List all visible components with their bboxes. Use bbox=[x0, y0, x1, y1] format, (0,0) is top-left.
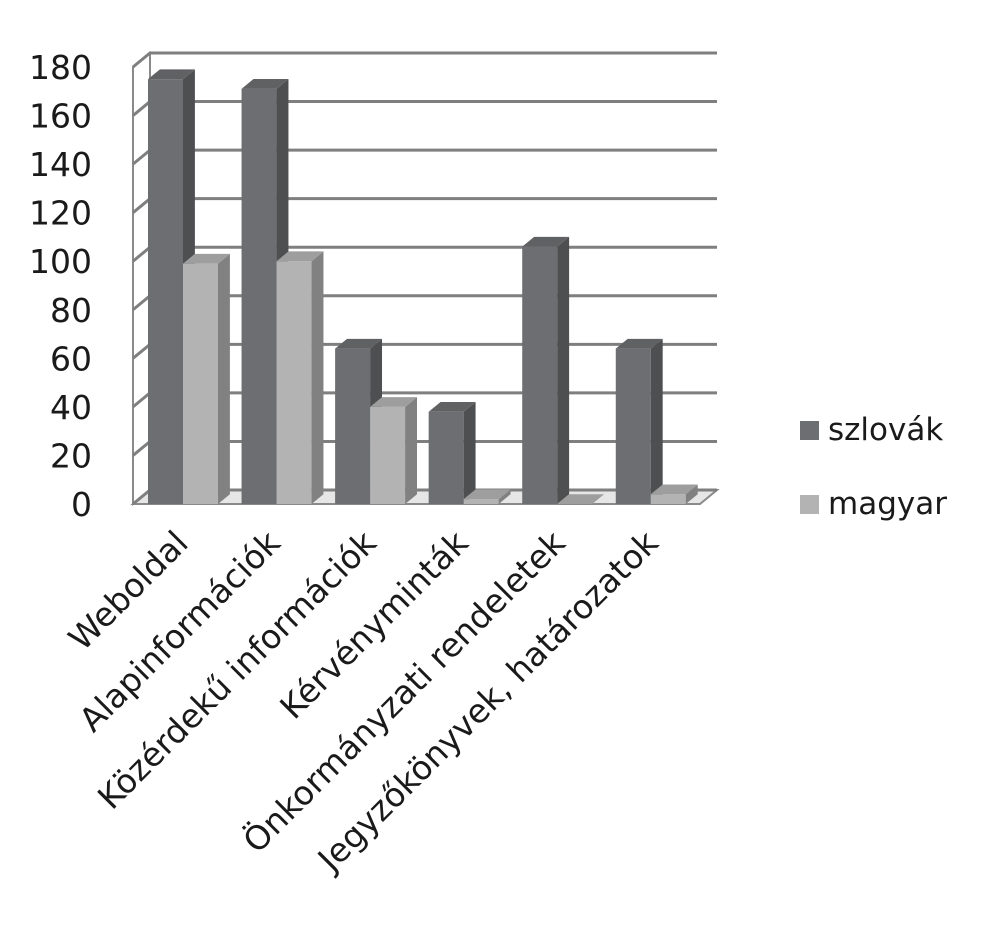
bar-front bbox=[276, 261, 312, 504]
side-wall bbox=[132, 50, 151, 507]
bar bbox=[522, 236, 570, 504]
bars bbox=[148, 69, 698, 505]
legend-swatch bbox=[800, 495, 819, 514]
bar-top bbox=[241, 79, 289, 89]
y-tick-label: 180 bbox=[29, 48, 92, 87]
bar-front bbox=[615, 348, 651, 504]
bar bbox=[650, 484, 698, 504]
y-tick-label: 0 bbox=[71, 485, 92, 524]
bar-side bbox=[650, 338, 663, 504]
bar-front bbox=[428, 411, 464, 504]
bar bbox=[557, 494, 605, 504]
bar-top bbox=[370, 397, 418, 407]
y-tick-label: 100 bbox=[29, 242, 92, 281]
y-tick-label: 120 bbox=[29, 194, 92, 233]
y-tick-label: 40 bbox=[50, 388, 92, 427]
legend-label: magyar bbox=[828, 486, 947, 522]
bar-top bbox=[522, 236, 570, 247]
y-tick-label: 60 bbox=[50, 339, 92, 378]
bar-front bbox=[183, 263, 218, 504]
x-tick-label: Jegyzőkönyvek, határozatok bbox=[309, 522, 666, 879]
bar-front bbox=[241, 88, 277, 504]
legend: szlovák magyar bbox=[800, 412, 947, 522]
bar-side bbox=[405, 397, 418, 504]
bar-front bbox=[463, 499, 499, 504]
gridline bbox=[132, 148, 717, 166]
y-tick-label: 80 bbox=[50, 291, 92, 330]
bar bbox=[276, 251, 324, 504]
y-tick-label: 20 bbox=[50, 436, 92, 475]
bar-top bbox=[148, 69, 195, 80]
bar-front bbox=[370, 406, 406, 504]
bar-side bbox=[463, 401, 476, 504]
bar-side bbox=[498, 489, 511, 504]
bar-top bbox=[428, 401, 476, 412]
bar-top bbox=[615, 338, 663, 349]
bar-side bbox=[685, 484, 698, 504]
bar-front bbox=[335, 348, 371, 504]
bar-top bbox=[183, 253, 230, 264]
bar bbox=[428, 401, 476, 504]
bar bbox=[370, 397, 418, 504]
gridline bbox=[132, 197, 717, 214]
bar-top bbox=[276, 251, 324, 262]
bar-front bbox=[522, 246, 558, 504]
gridline bbox=[132, 100, 717, 117]
gridline bbox=[132, 51, 717, 69]
y-tick-label: 160 bbox=[29, 97, 92, 136]
bar-front bbox=[148, 79, 183, 504]
legend-label: szlovák bbox=[828, 412, 943, 448]
bar bbox=[615, 338, 663, 504]
bar-top bbox=[557, 494, 605, 504]
bar-top bbox=[463, 489, 511, 500]
bar-top bbox=[335, 338, 383, 349]
bar-front bbox=[650, 494, 686, 504]
bar-side bbox=[557, 236, 570, 504]
y-tick-label: 140 bbox=[29, 145, 92, 184]
bar bbox=[463, 489, 511, 504]
bar-top bbox=[650, 484, 698, 495]
bar-side bbox=[311, 251, 324, 504]
legend-swatch bbox=[800, 421, 819, 440]
bar-side bbox=[218, 253, 230, 504]
y-axis-ticks: 0 20 40 60 80 100 120 140 160 180 bbox=[29, 48, 92, 524]
bar bbox=[183, 253, 230, 504]
